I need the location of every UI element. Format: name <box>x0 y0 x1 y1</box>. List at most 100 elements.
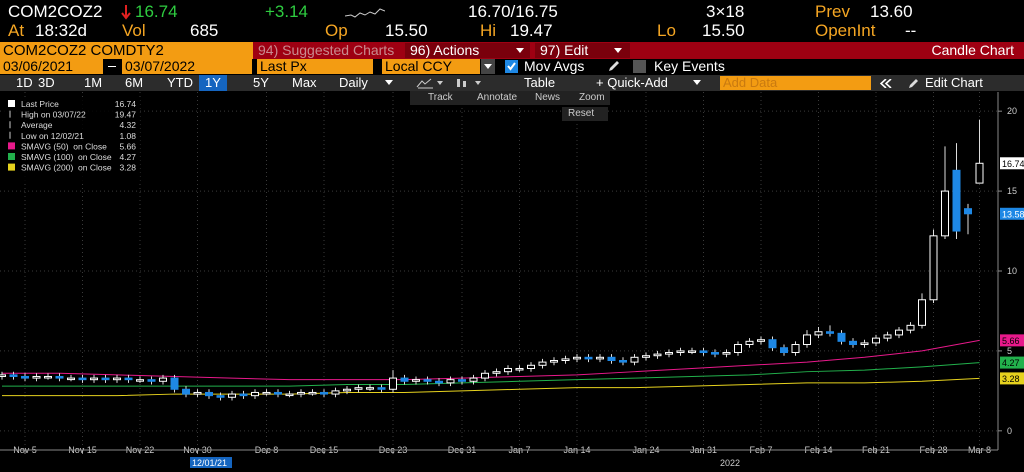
candle-body <box>113 377 121 381</box>
row2-value: 685 <box>190 21 219 40</box>
candle-body <box>975 162 984 184</box>
period-button[interactable]: 1D <box>16 75 33 90</box>
legend-bg <box>4 97 140 181</box>
value-tag-label: 3.28 <box>1002 374 1020 384</box>
start-date[interactable]: 03/06/2021 <box>0 59 103 74</box>
quick-add[interactable]: + Quick-Add <box>596 75 668 90</box>
legend: Last Price 16.74 High on 03/07/22 19.47 Aver… <box>4 97 140 181</box>
candle-body <box>642 355 650 358</box>
row2-label: Vol <box>122 21 146 40</box>
candle-body <box>665 352 673 355</box>
currency-select[interactable]: Local CCY <box>382 59 480 74</box>
menu-button-bg <box>535 43 630 58</box>
value-tag <box>1000 157 1024 170</box>
moving-average-line <box>2 362 980 387</box>
field-select[interactable]: Last Px <box>257 59 373 74</box>
candle-body <box>515 367 524 371</box>
candle-body <box>481 372 489 379</box>
candle-body <box>918 299 926 326</box>
menu-item[interactable]: 94) Suggested Charts <box>258 42 395 58</box>
candle-body <box>354 387 363 390</box>
moving-average-line <box>2 377 980 397</box>
security-field[interactable]: COM2COZ2 COMDTY2 <box>0 42 253 59</box>
candle-body <box>343 388 351 392</box>
period-button[interactable]: 1Y <box>199 75 227 91</box>
date-dash <box>108 66 116 67</box>
candle-body <box>423 379 432 382</box>
candle-body <box>331 390 340 395</box>
legend-label: SMAVG (50) on Close <box>21 141 107 151</box>
mov-avgs-label: Mov Avgs <box>524 58 585 74</box>
prev-label: Prev <box>815 2 850 21</box>
tool[interactable]: News <box>535 92 561 103</box>
row2-value: 18:32d <box>35 21 87 40</box>
legend-label: High on 03/07/22 <box>21 110 86 120</box>
bid-ask: 16.70/16.75 <box>468 2 558 21</box>
candle-body <box>228 393 236 398</box>
y-tick-label: 0 <box>1007 426 1012 436</box>
period-button[interactable]: 5Y <box>253 75 269 90</box>
checkbox-unchecked[interactable] <box>633 60 646 73</box>
dropdown-icon <box>693 80 701 85</box>
tool[interactable]: Zoom <box>579 92 605 103</box>
candle-body <box>469 377 478 382</box>
candle-body <box>757 339 765 342</box>
frequency[interactable]: Daily <box>339 75 368 90</box>
legend-value: 19.47 <box>115 110 137 120</box>
candle-body <box>964 208 972 215</box>
pencil-icon[interactable] <box>607 60 621 73</box>
candle-body <box>400 377 409 382</box>
candle-body <box>492 371 501 374</box>
collapse-icon[interactable] <box>880 79 892 88</box>
period-button[interactable]: 6M <box>125 75 144 90</box>
tool[interactable]: Annotate <box>477 92 518 103</box>
checkbox-checked[interactable] <box>505 60 518 73</box>
candle-body <box>377 387 386 390</box>
candle-body <box>216 395 225 398</box>
candle-body <box>929 235 938 301</box>
menu-item[interactable]: 96) Actions <box>410 42 480 58</box>
candle-body <box>826 331 834 334</box>
chart-type: Candle Chart <box>931 42 1015 58</box>
candle-body <box>883 334 892 339</box>
chart-toolbar <box>410 91 610 105</box>
candle-body <box>768 339 777 349</box>
menu-button-bg <box>405 43 530 58</box>
candle-body <box>780 347 788 354</box>
value-tag <box>1000 372 1024 385</box>
edit-chart[interactable]: Edit Chart <box>925 75 983 90</box>
candle-body <box>814 331 823 336</box>
candle-body <box>538 361 547 366</box>
chart-tool-icons[interactable] <box>415 77 485 89</box>
candle-body <box>285 393 294 397</box>
period-button[interactable]: 3D <box>38 75 55 90</box>
dropdown-icon <box>614 48 622 53</box>
end-date[interactable]: 03/07/2022 <box>122 59 252 74</box>
candle-body <box>527 364 535 369</box>
period-button[interactable]: 1M <box>84 75 103 90</box>
add-data-field[interactable]: Add Data <box>720 76 871 90</box>
y-tick-label: 5 <box>1007 346 1012 356</box>
reset-bg <box>562 107 608 121</box>
candle-body <box>619 360 627 363</box>
tool[interactable]: Track <box>428 92 453 103</box>
period-button[interactable]: Max <box>292 75 317 90</box>
candle-body <box>182 388 190 395</box>
candle-body <box>239 393 248 397</box>
legend-value: 16.74 <box>115 99 137 109</box>
reset-button[interactable]: Reset <box>568 108 595 119</box>
period-button[interactable]: YTD <box>167 75 193 90</box>
candle-body <box>412 379 420 382</box>
bid-ask-size: 3×18 <box>706 2 745 21</box>
sparkline <box>345 8 385 18</box>
candle-body <box>561 358 570 362</box>
y-tick-label: 10 <box>1007 266 1017 276</box>
candle-body <box>32 375 41 379</box>
legend-value: 4.27 <box>119 152 136 162</box>
candle-body <box>504 367 512 373</box>
table-button[interactable]: Table <box>524 75 556 90</box>
menu-item[interactable]: 97) Edit <box>540 42 589 58</box>
row2-label: Hi <box>480 21 497 40</box>
row2-label: At <box>8 21 25 40</box>
